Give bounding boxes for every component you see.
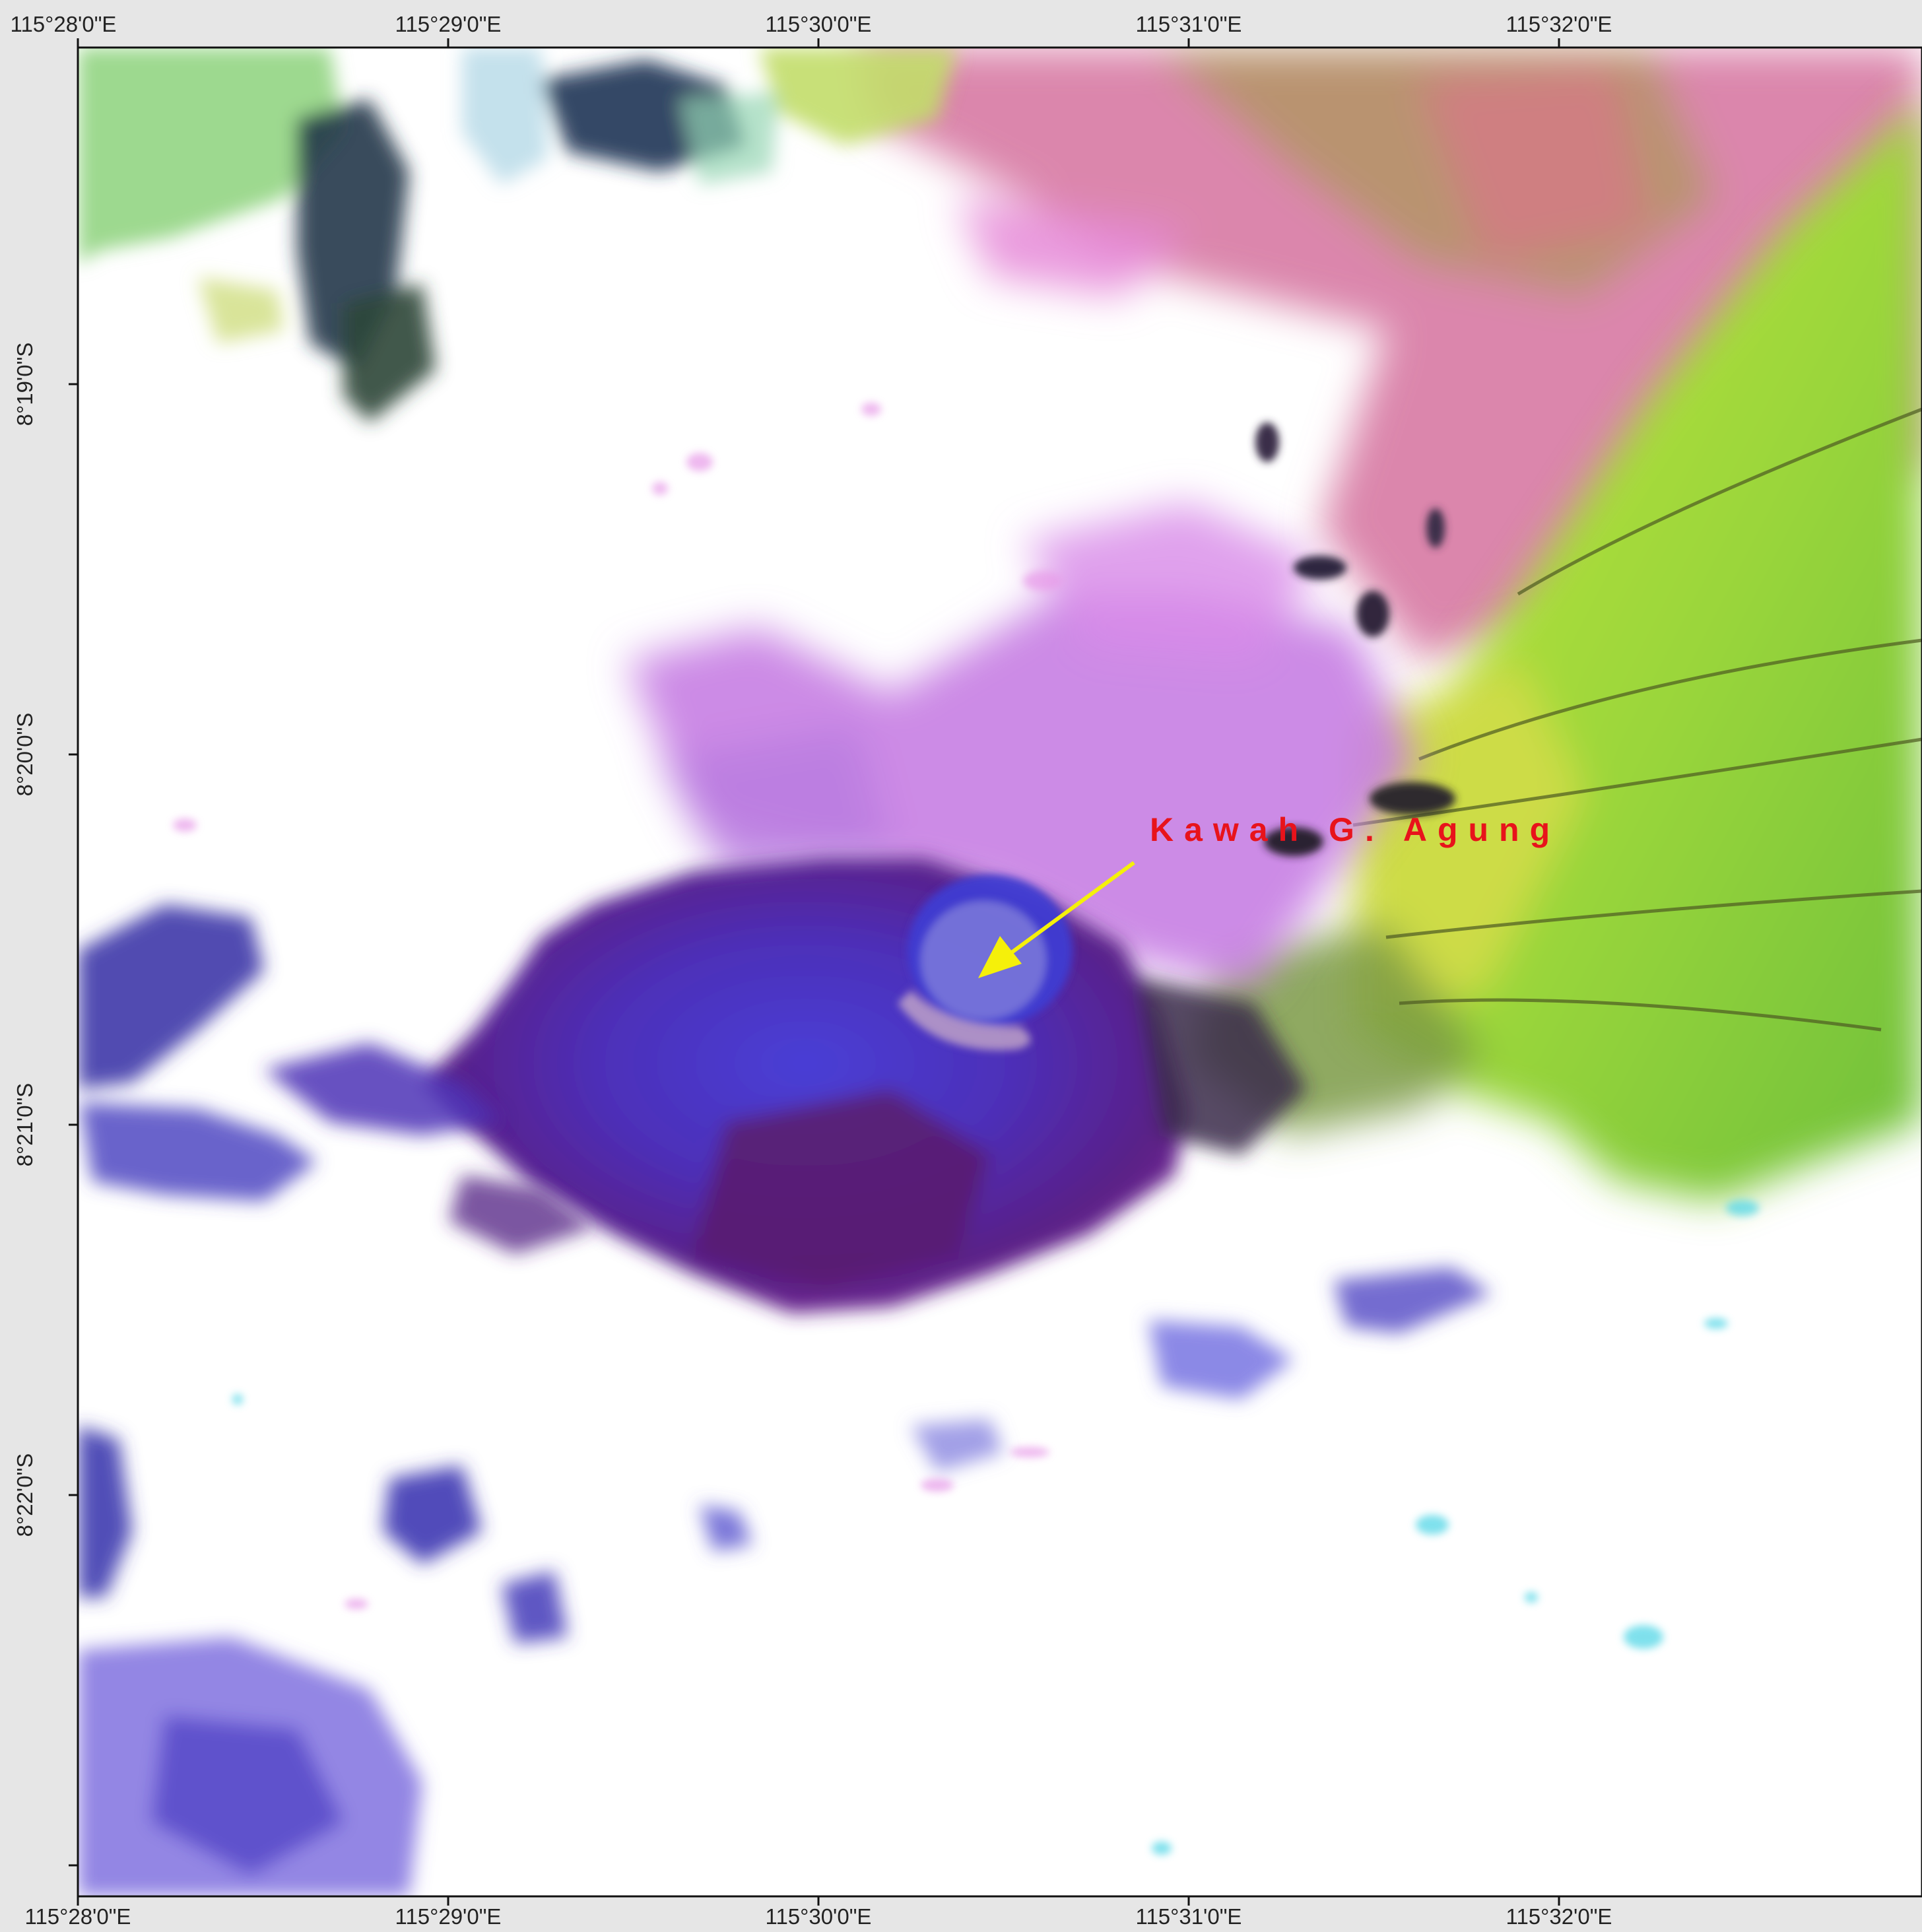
longitude-tick-top: 115°31'0"E (1135, 12, 1242, 36)
longitude-tick-top: 115°32'0"E (1506, 12, 1612, 36)
longitude-tick-bottom: 115°32'0"E (1506, 1904, 1612, 1929)
latitude-tick-left: 8°21'0"S (13, 1083, 37, 1167)
longitude-tick-top: 115°28'0"E (10, 12, 117, 36)
latitude-tick-left: 8°20'0"S (13, 712, 37, 797)
crater-annotation-label: Kawah G. Agung (1150, 811, 1561, 848)
longitude-tick-bottom: 115°28'0"E (24, 1904, 131, 1929)
longitude-tick-bottom: 115°29'0"E (395, 1904, 502, 1929)
longitude-tick-bottom: 115°31'0"E (1135, 1904, 1242, 1929)
annotation-arrow (978, 861, 1135, 978)
latitude-tick-left: 8°19'0"S (13, 342, 37, 426)
longitude-tick-bottom: 115°30'0"E (765, 1904, 872, 1929)
longitude-tick-top: 115°30'0"E (765, 12, 872, 36)
latitude-tick-left: 8°22'0"S (13, 1453, 37, 1537)
longitude-tick-top: 115°29'0"E (395, 12, 502, 36)
